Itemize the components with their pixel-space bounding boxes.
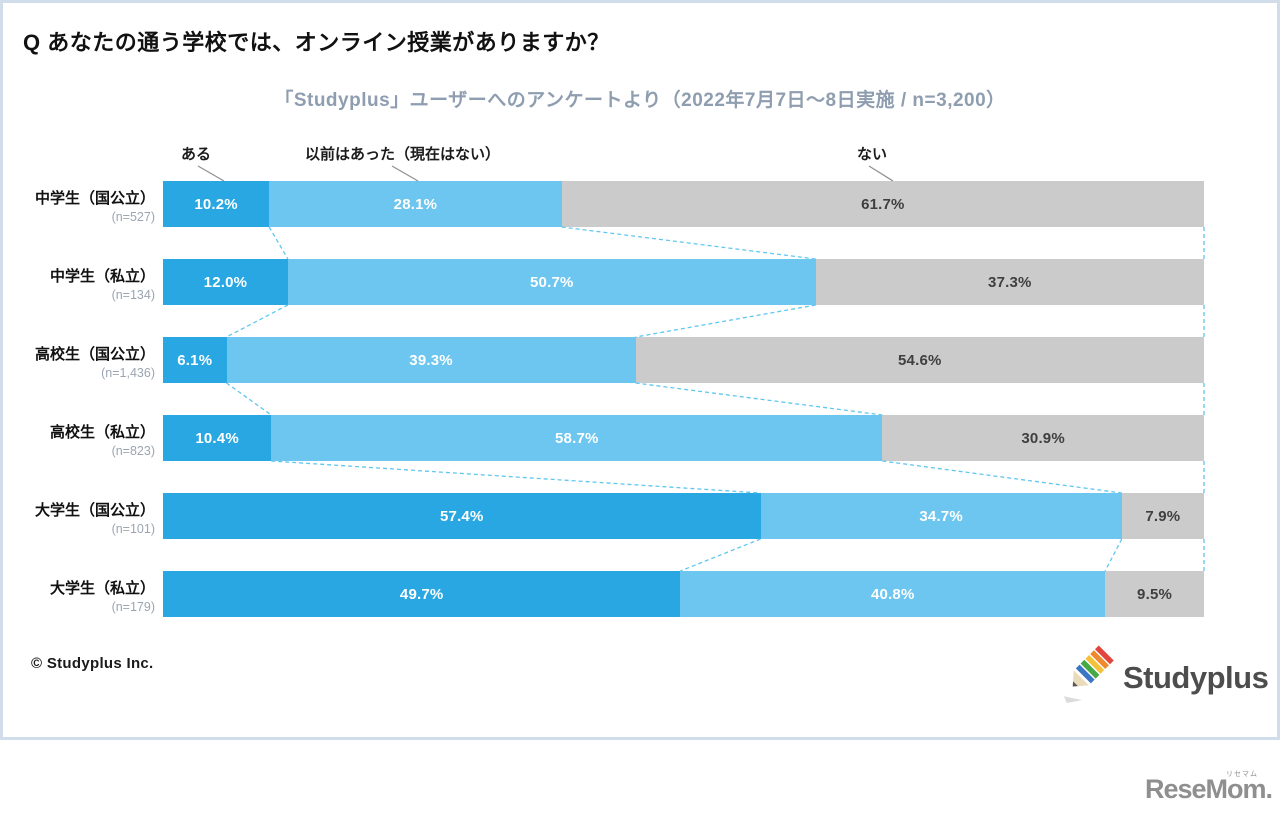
value-label: 57.4% [439, 507, 484, 525]
legend-label: ない [857, 146, 888, 163]
bar-segment: 30.9% [882, 415, 1204, 461]
sample-size: (n=527) [111, 210, 155, 224]
stacked-bar: 12.0% 50.7% 37.3% [163, 259, 1204, 305]
category-name: 大学生（国公立） [34, 502, 155, 519]
bar-segment: 37.3% [815, 259, 1204, 305]
value-label: 12.0% [203, 273, 248, 291]
value-label: 9.5% [1137, 585, 1173, 603]
value-label: 39.3% [409, 351, 453, 369]
value-label: 34.7% [919, 507, 963, 525]
studyplus-pencil-icon [1061, 643, 1119, 712]
bar-segment: 39.3% [226, 337, 636, 383]
bar-segment: 57.4% [163, 493, 761, 539]
stacked-bar: 10.4% 58.7% 30.9% [163, 415, 1204, 461]
resemom-logo: リセマム ReseMom. [1144, 771, 1273, 805]
studyplus-logo: Studyplus [1061, 643, 1269, 712]
category-name: 中学生（私立） [49, 268, 155, 285]
stacked-bar: 6.1% 39.3% 54.6% [163, 337, 1204, 383]
value-label: 54.6% [898, 351, 942, 369]
category-label: 中学生（国公立） (n=527) [3, 189, 155, 226]
category-label: 大学生（私立） (n=179) [3, 579, 155, 616]
value-label: 10.4% [195, 429, 239, 447]
stacked-bar: 10.2% 28.1% 61.7% [163, 181, 1204, 227]
category-label: 大学生（国公立） (n=101) [3, 501, 155, 538]
sample-size: (n=179) [111, 600, 155, 614]
legend-label: 以前はあった（現在はない） [305, 146, 501, 163]
value-label: 30.9% [1021, 429, 1065, 447]
category-name: 高校生（国公立） [34, 346, 155, 363]
sample-size: (n=823) [111, 444, 155, 458]
stacked-bar-chart: ある 以前はあった（現在はない） ない 中学生（国公立） (n=527) 10.2% 28… [3, 3, 1277, 737]
question-title: Q あなたの通う学校では、オンライン授業がありますか？ [23, 30, 610, 55]
value-label: 7.9% [1145, 507, 1181, 525]
bar-segment: 12.0% [163, 259, 288, 305]
bar-segment: 6.1% [163, 337, 227, 383]
bar-segment: 61.7% [561, 181, 1204, 227]
value-label: 28.1% [393, 195, 438, 213]
bar-segment: 10.2% [163, 181, 270, 227]
bar-segment: 49.7% [163, 571, 681, 617]
sample-size: (n=1,436) [101, 366, 155, 380]
value-label: 49.7% [399, 585, 444, 603]
bar-segment: 10.4% [163, 415, 272, 461]
copyright-text: © Studyplus Inc. [31, 655, 154, 672]
bar-segment: 34.7% [760, 493, 1122, 539]
studyplus-logo-text: Studyplus [1123, 659, 1269, 695]
legend-label: ある [181, 146, 212, 163]
category-label: 高校生（国公立） (n=1,436) [3, 345, 155, 382]
survey-subtitle: 「Studyplus」ユーザーへのアンケートより（2022年7月7日～8日実施 … [274, 90, 1006, 111]
resemom-logo-ruby: リセマム [1226, 771, 1258, 778]
category-label: 高校生（私立） (n=823) [3, 423, 155, 460]
bar-segment: 58.7% [271, 415, 883, 461]
bar-segment: 40.8% [680, 571, 1106, 617]
value-label: 6.1% [177, 351, 213, 369]
bar-segment: 28.1% [269, 181, 562, 227]
bar-segment: 7.9% [1121, 493, 1204, 539]
stacked-bar: 57.4% 34.7% 7.9% [163, 493, 1204, 539]
sample-size: (n=101) [111, 522, 155, 536]
value-label: 61.7% [861, 195, 905, 213]
category-name: 高校生（私立） [49, 424, 155, 441]
value-label: 58.7% [555, 429, 599, 447]
value-label: 50.7% [530, 273, 574, 291]
bar-segment: 9.5% [1105, 571, 1204, 617]
value-label: 37.3% [988, 273, 1032, 291]
sample-size: (n=134) [111, 288, 155, 302]
resemom-logo-text: ReseMom. [1144, 774, 1273, 804]
value-label: 40.8% [870, 585, 915, 603]
bar-segment: 54.6% [635, 337, 1204, 383]
survey-chart-card: Q あなたの通う学校では、オンライン授業がありますか？ 「Studyplus」ユ… [0, 0, 1280, 740]
category-name: 大学生（私立） [49, 580, 155, 597]
value-label: 10.2% [194, 195, 238, 213]
bar-segment: 50.7% [287, 259, 816, 305]
category-name: 中学生（国公立） [34, 190, 155, 207]
stacked-bar: 49.7% 40.8% 9.5% [163, 571, 1204, 617]
category-label: 中学生（私立） (n=134) [3, 267, 155, 304]
